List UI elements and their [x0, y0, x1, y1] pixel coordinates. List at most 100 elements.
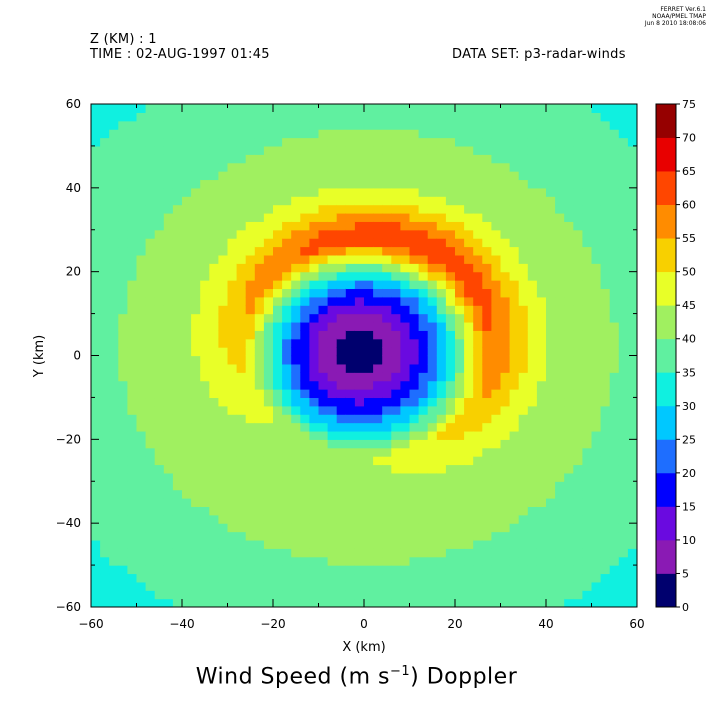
- field-cell: [373, 179, 383, 189]
- field-cell: [555, 598, 565, 607]
- field-cell: [109, 179, 119, 189]
- field-cell: [118, 271, 128, 281]
- field-cell: [536, 238, 547, 248]
- field-cell: [373, 187, 383, 197]
- field-cell: [291, 422, 301, 432]
- field-cell: [254, 598, 265, 607]
- field-cell: [273, 162, 283, 172]
- field-cell: [436, 162, 447, 172]
- field-cell: [564, 389, 574, 399]
- field-cell: [163, 556, 174, 566]
- field-cell: [136, 405, 147, 415]
- field-cell: [373, 598, 383, 607]
- field-cell: [609, 464, 620, 474]
- field-cell: [172, 397, 183, 407]
- field-cell: [336, 196, 347, 206]
- field-cell: [263, 430, 274, 440]
- field-cell: [427, 472, 438, 482]
- field-cell: [91, 472, 101, 482]
- z-level-label: Z (KM) : 1: [90, 32, 157, 47]
- field-cell: [309, 573, 320, 583]
- field-cell: [473, 556, 483, 566]
- field-cell: [609, 548, 620, 558]
- field-cell: [627, 263, 637, 273]
- field-cell: [291, 296, 301, 306]
- field-cell: [482, 514, 492, 524]
- dataset-label: DATA SET: p3-radar-winds: [452, 47, 626, 62]
- field-cell: [291, 313, 301, 323]
- field-cell: [282, 489, 292, 499]
- field-cell: [518, 347, 529, 357]
- field-cell: [154, 137, 165, 147]
- field-cell: [254, 280, 265, 290]
- field-cell: [509, 196, 520, 206]
- field-cell: [218, 330, 229, 340]
- field-cell: [555, 447, 565, 457]
- field-cell: [618, 154, 629, 164]
- field-cell: [400, 363, 411, 373]
- field-cell: [154, 212, 165, 222]
- field-cell: [455, 456, 465, 466]
- field-cell: [436, 456, 447, 466]
- field-cell: [209, 179, 219, 189]
- field-cell: [573, 347, 583, 357]
- field-cell: [300, 523, 310, 533]
- field-cell: [518, 456, 529, 466]
- field-cell: [582, 355, 593, 365]
- field-cell: [482, 548, 492, 558]
- field-cell: [100, 514, 110, 524]
- field-cell: [445, 321, 456, 331]
- field-cell: [291, 229, 301, 239]
- field-cell: [455, 104, 465, 113]
- field-cell: [309, 137, 320, 147]
- field-cell: [109, 414, 119, 424]
- field-cell: [136, 581, 147, 591]
- field-cell: [245, 263, 256, 273]
- field-cell: [436, 539, 447, 549]
- field-cell: [391, 514, 401, 524]
- field-cell: [227, 347, 238, 357]
- field-cell: [382, 120, 392, 130]
- field-cell: [555, 330, 565, 340]
- field-cell: [154, 104, 165, 113]
- field-cell: [327, 598, 338, 607]
- field-cell: [427, 305, 438, 315]
- field-cell: [555, 514, 565, 524]
- field-cell: [200, 531, 210, 541]
- field-cell: [500, 523, 511, 533]
- field-cell: [327, 145, 338, 155]
- field-cell: [336, 598, 347, 607]
- field-cell: [609, 523, 620, 533]
- field-cell: [546, 531, 556, 541]
- field-cell: [409, 590, 420, 600]
- field-cell: [282, 556, 292, 566]
- field-cell: [482, 380, 492, 390]
- field-cell: [91, 531, 101, 541]
- field-cell: [491, 204, 502, 214]
- field-cell: [427, 548, 438, 558]
- field-cell: [336, 246, 347, 256]
- field-cell: [300, 598, 310, 607]
- field-cell: [609, 321, 620, 331]
- field-cell: [300, 229, 310, 239]
- field-cell: [282, 313, 292, 323]
- field-cell: [127, 280, 138, 290]
- field-cell: [109, 556, 119, 566]
- field-cell: [182, 347, 192, 357]
- field-cell: [600, 363, 611, 373]
- field-cell: [555, 196, 565, 206]
- field-cell: [409, 598, 420, 607]
- field-cell: [163, 305, 174, 315]
- field-cell: [345, 196, 356, 206]
- field-cell: [163, 120, 174, 130]
- field-cell: [145, 565, 156, 575]
- field-cell: [527, 590, 538, 600]
- field-cell: [418, 238, 429, 248]
- field-cell: [527, 531, 538, 541]
- field-cell: [536, 447, 547, 457]
- field-cell: [482, 447, 492, 457]
- field-cell: [100, 556, 110, 566]
- field-cell: [418, 288, 429, 298]
- field-cell: [473, 498, 483, 507]
- field-cell: [418, 112, 429, 122]
